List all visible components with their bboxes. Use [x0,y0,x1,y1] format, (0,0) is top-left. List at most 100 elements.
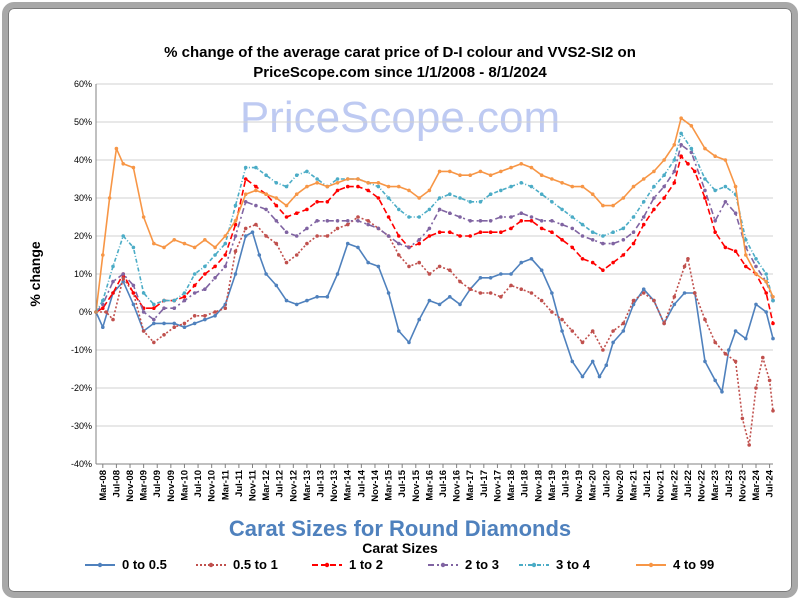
data-point [641,291,646,295]
data-point [396,207,401,212]
data-point [427,226,432,231]
data-point [662,184,666,189]
data-point [760,355,765,360]
data-point [733,211,738,215]
data-point [356,184,360,189]
data-point [519,211,524,215]
data-point [488,219,493,223]
data-point [590,329,595,333]
data-point [101,306,105,311]
data-point [499,188,503,193]
data-point [570,245,575,250]
data-point [213,245,217,250]
x-tick-label: Nov-21 [656,469,667,501]
data-point [652,169,656,174]
x-tick-label: Nov-23 [737,470,748,502]
x-tick-label: Jul-20 [601,470,612,497]
data-point [141,215,146,219]
legend-marker [97,562,103,568]
data-point [672,181,677,185]
data-point [274,219,279,223]
data-point [121,272,126,276]
legend-label: 1 to 2 [349,557,383,572]
data-point [437,302,442,307]
data-point [448,295,452,299]
data-point [437,230,442,234]
data-point [652,207,656,212]
data-point [720,390,724,394]
data-point [641,287,646,292]
data-point [529,215,534,219]
data-point [172,306,177,311]
data-point [274,283,279,288]
x-tick-label: Nov-10 [207,470,218,502]
data-point [733,359,738,364]
data-point [192,245,197,250]
data-point [376,264,381,269]
data-point [121,162,126,166]
data-point [631,215,636,219]
legend-marker [208,562,214,568]
data-point [550,310,554,314]
x-axis-label: Carat Sizes [362,540,438,556]
data-point [192,291,197,295]
data-point [345,184,350,189]
data-point [417,317,421,322]
data-point [570,226,575,231]
data-point [478,169,483,174]
data-point [315,295,319,299]
data-point [550,219,554,223]
data-point [243,234,248,238]
data-point [305,226,309,231]
x-tick-label: Jul-19 [560,470,571,497]
data-point [771,298,775,303]
data-point [315,200,319,204]
data-point [305,241,309,246]
data-point [703,188,707,193]
data-point [284,215,289,219]
data-point [172,321,177,326]
x-tick-label: Jul-17 [479,470,490,497]
data-point [488,173,493,177]
data-point [376,184,381,189]
data-point [468,234,473,238]
data-point [243,177,248,181]
data-point [111,264,115,269]
data-point [305,298,309,303]
data-point [580,222,585,227]
data-point [764,310,768,314]
data-point [427,298,432,303]
data-point [458,302,462,307]
data-point [601,234,605,238]
x-tick-label: Jul-13 [316,470,327,497]
data-point [203,314,207,318]
data-point [386,215,391,219]
data-point [679,131,683,136]
data-point [315,219,319,223]
x-tick-label: Jul-15 [397,469,408,497]
series-line-1 [96,216,774,446]
data-point [743,253,748,257]
data-point [396,184,401,189]
data-point [662,173,666,177]
data-point [641,215,646,219]
data-point [396,253,401,257]
data-point [519,287,524,292]
data-point [182,291,187,295]
data-point [499,215,503,219]
data-point [468,287,473,292]
data-point [723,352,728,356]
data-point [243,192,248,196]
data-point [703,146,707,151]
chart-title-line2: PriceScope.com since 1/1/2008 - 8/1/2024 [253,64,547,81]
data-point [172,298,177,303]
data-point [631,230,636,234]
data-point [679,143,683,147]
x-tick-label: Jul-12 [275,470,286,497]
data-point [560,181,564,185]
data-point [550,230,554,234]
x-tick-label: Mar-15 [384,469,395,500]
data-point [162,306,166,311]
data-point [754,257,758,261]
data-point [631,298,636,303]
